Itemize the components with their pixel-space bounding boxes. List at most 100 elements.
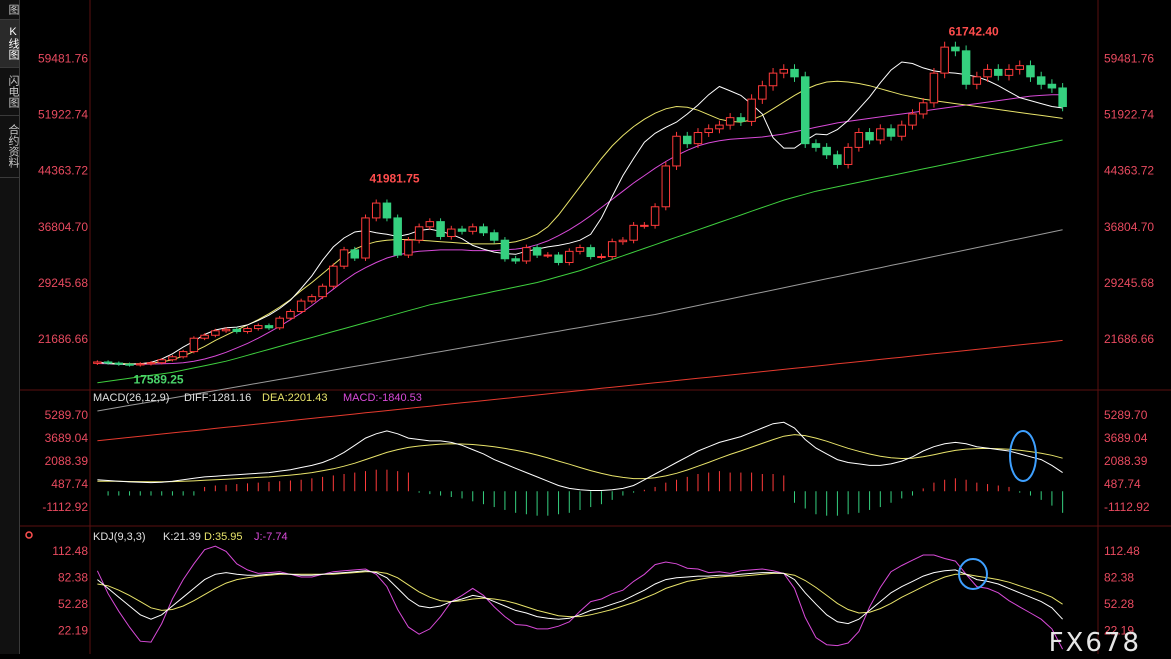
- candle-body: [189, 337, 199, 353]
- price-ytick-left: 44363.72: [38, 164, 88, 178]
- kdj-ytick-right: 82.38: [1104, 571, 1134, 585]
- candle-body: [554, 254, 563, 263]
- candle-body: [565, 250, 574, 263]
- candle-body: [661, 165, 671, 208]
- macd-ytick-left: 2088.39: [45, 454, 89, 468]
- candle-body: [876, 128, 885, 141]
- kdj-ytick-left: 22.19: [58, 623, 88, 637]
- candle-body: [232, 328, 242, 333]
- candle-body: [382, 202, 392, 219]
- kdj-settings-icon: [25, 531, 33, 539]
- candle-body: [725, 117, 735, 126]
- candle-body: [629, 224, 638, 241]
- candle-body: [865, 132, 874, 141]
- macd-legend-item: DIFF:1281.16: [184, 392, 251, 404]
- candle-body: [1026, 65, 1035, 78]
- candle-body: [886, 128, 896, 137]
- macd-ytick-left: 5289.70: [45, 408, 89, 422]
- kdj-ytick-left: 52.28: [58, 597, 88, 611]
- kdj-ytick-right: 22.19: [1104, 623, 1134, 637]
- macd-ytick-right: 3689.04: [1104, 431, 1148, 445]
- price-ytick-right: 44363.72: [1104, 164, 1154, 178]
- side-tab-contract[interactable]: 合约资料: [0, 116, 19, 178]
- price-ytick-right: 59481.76: [1104, 51, 1154, 65]
- kdj-j-line: [96, 545, 1064, 650]
- candle-body: [93, 361, 102, 364]
- candle-body: [479, 226, 488, 234]
- candle-body: [597, 256, 606, 259]
- candle-body: [103, 361, 113, 364]
- candle-body: [747, 98, 756, 122]
- candle-body: [211, 330, 220, 336]
- macd-dea-line: [97, 434, 1063, 483]
- candle-body: [693, 132, 703, 145]
- macd-diff-line: [97, 421, 1063, 491]
- macd-ytick-left: 487.74: [51, 477, 88, 491]
- candle-body: [961, 50, 971, 85]
- price-ma10-line: [97, 80, 1063, 365]
- candle-body: [414, 226, 424, 241]
- candle-body: [404, 239, 413, 256]
- kdj-k-line: [97, 569, 1063, 625]
- price-ytick-left: 51922.74: [38, 108, 88, 122]
- candle-body: [779, 68, 789, 74]
- candle-body: [800, 76, 810, 145]
- candle-body: [983, 68, 992, 78]
- price-ma60-line: [97, 139, 1063, 384]
- price-ytick-right: 21686.66: [1104, 332, 1154, 346]
- candle-body: [897, 124, 907, 137]
- candle-body: [736, 117, 746, 122]
- macd-ytick-left: 3689.04: [45, 431, 89, 445]
- candle-body: [918, 102, 928, 115]
- candle-body: [318, 285, 327, 298]
- price-extreme-label: 41981.75: [369, 171, 419, 185]
- candle-body: [1004, 68, 1014, 76]
- candle-body: [286, 310, 295, 319]
- candle-body: [854, 132, 864, 148]
- candle-body: [650, 206, 660, 226]
- candle-body: [929, 72, 939, 104]
- kdj-highlight-circle: [958, 558, 988, 590]
- macd-legend-item: DEA:2201.43: [262, 392, 327, 404]
- price-ytick-left: 21686.66: [38, 332, 88, 346]
- price-ma5-line: [97, 61, 1063, 365]
- candle-body: [243, 328, 252, 333]
- candle-body: [296, 300, 306, 312]
- price-ytick-right: 29245.68: [1104, 276, 1154, 290]
- macd-ytick-right: 2088.39: [1104, 454, 1148, 468]
- side-tab-kline[interactable]: K线图: [0, 20, 19, 68]
- macd-legend-item: MACD:-1840.53: [343, 392, 422, 404]
- candle-body: [253, 325, 263, 330]
- side-tab-bar: 图 K线图 闪电图 合约资料: [0, 0, 20, 654]
- candle-body: [994, 68, 1003, 76]
- candle-body: [275, 317, 284, 329]
- candle-body: [221, 328, 231, 332]
- candle-body: [350, 249, 360, 259]
- candle-body: [532, 247, 542, 256]
- candle-body: [682, 135, 692, 145]
- side-tab-flash[interactable]: 闪电图: [0, 68, 19, 116]
- candle-body: [157, 359, 166, 364]
- candle-body: [511, 258, 520, 262]
- candle-body: [704, 128, 713, 134]
- candle-body: [522, 247, 531, 262]
- price-ytick-left: 29245.68: [38, 276, 88, 290]
- candle-body: [790, 68, 799, 78]
- kdj-legend-item: J:-7.74: [254, 531, 288, 543]
- candle-body: [575, 247, 585, 252]
- candle-body: [425, 221, 435, 228]
- candle-body: [972, 76, 982, 85]
- candle-body: [940, 46, 949, 74]
- side-tab-chart[interactable]: 图: [0, 0, 19, 20]
- price-extreme-label: 61742.40: [949, 25, 999, 39]
- candle-body: [758, 85, 767, 100]
- kdj-ytick-right: 52.28: [1104, 597, 1134, 611]
- kdj-ytick-left: 112.48: [52, 544, 88, 558]
- candle-body: [146, 362, 156, 365]
- kdj-ytick-right: 112.48: [1104, 544, 1140, 558]
- kdj-legend-item: D:35.95: [204, 531, 243, 543]
- macd-ytick-right: 487.74: [1104, 477, 1141, 491]
- kdj-legend-item: K:21.39: [163, 531, 201, 543]
- candle-body: [1058, 87, 1067, 108]
